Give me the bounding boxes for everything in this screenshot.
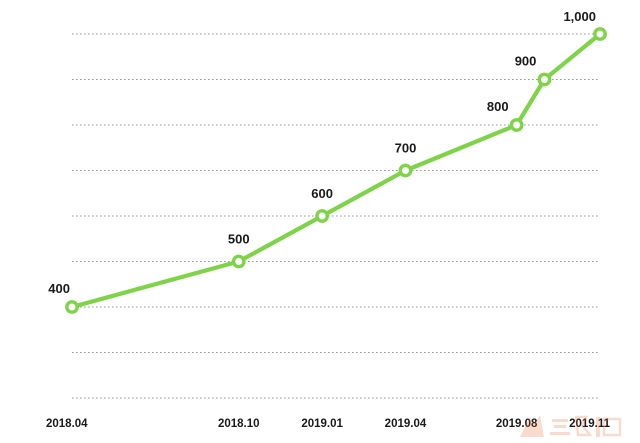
x-axis-ticks: 2018.04 2018.10 2019.01 2019.04 2019.08 2019.…	[46, 418, 611, 430]
gridlines	[72, 33, 600, 399]
x-tick-label: 2018.04	[46, 418, 88, 430]
data-label: 400	[48, 281, 70, 296]
data-point	[315, 209, 330, 223]
data-label: 1,000	[563, 9, 596, 24]
data-label: 600	[311, 186, 333, 201]
x-tick-label: 2019.01	[301, 418, 343, 430]
x-tick-label: 2019.11	[569, 418, 611, 430]
data-points	[65, 27, 607, 314]
data-point	[537, 72, 552, 87]
data-point	[398, 163, 413, 178]
data-labels: 400 500 600 700 800 900 1,000	[48, 9, 596, 296]
data-label: 800	[487, 99, 509, 114]
data-label: 500	[228, 232, 250, 247]
x-tick-label: 2019.08	[496, 418, 538, 430]
data-point	[231, 254, 246, 269]
data-label: 900	[515, 54, 537, 69]
watermark-logo-icon	[520, 415, 622, 437]
data-label: 700	[395, 141, 417, 156]
x-tick-label: 2019.04	[385, 418, 427, 430]
data-point	[593, 27, 607, 41]
data-point	[65, 300, 79, 314]
x-tick-label: 2018.10	[218, 418, 260, 430]
data-point	[509, 118, 524, 132]
